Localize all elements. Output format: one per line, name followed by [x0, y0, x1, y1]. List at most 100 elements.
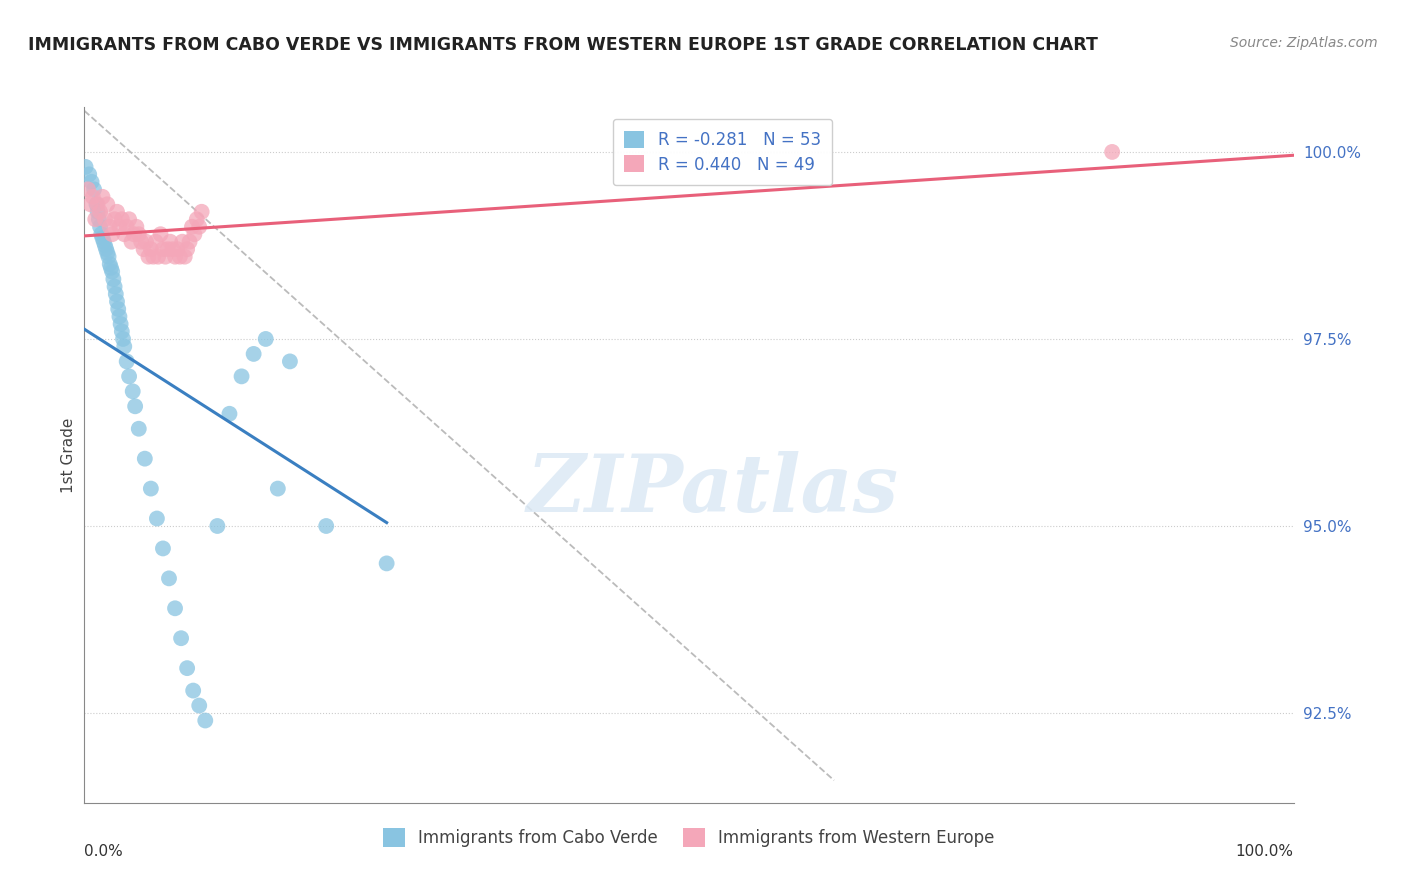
Text: IMMIGRANTS FROM CABO VERDE VS IMMIGRANTS FROM WESTERN EUROPE 1ST GRADE CORRELATI: IMMIGRANTS FROM CABO VERDE VS IMMIGRANTS… — [28, 36, 1098, 54]
Point — [183, 227, 205, 242]
Point — [90, 227, 112, 242]
Point — [207, 519, 229, 533]
Point — [173, 250, 195, 264]
Point — [176, 242, 198, 256]
Point — [242, 347, 264, 361]
Point — [112, 332, 135, 346]
Legend: Immigrants from Cabo Verde, Immigrants from Western Europe: Immigrants from Cabo Verde, Immigrants f… — [374, 819, 1004, 857]
Point — [172, 235, 194, 249]
Point — [194, 714, 217, 728]
Point — [139, 242, 162, 256]
Point — [98, 257, 121, 271]
Point — [170, 631, 193, 645]
Point — [169, 250, 191, 264]
Point — [104, 287, 127, 301]
Point — [267, 482, 290, 496]
Point — [80, 175, 103, 189]
Point — [1101, 145, 1123, 159]
Point — [89, 204, 111, 219]
Point — [176, 661, 198, 675]
Point — [165, 250, 187, 264]
Point — [181, 683, 204, 698]
Point — [91, 231, 114, 245]
Point — [82, 190, 104, 204]
Point — [186, 212, 208, 227]
Text: 0.0%: 0.0% — [84, 844, 124, 859]
Point — [135, 235, 157, 249]
Point — [94, 242, 117, 256]
Point — [142, 250, 165, 264]
Point — [112, 339, 135, 353]
Point — [152, 242, 174, 256]
Point — [93, 235, 115, 249]
Point — [118, 369, 141, 384]
Point — [121, 235, 143, 249]
Point — [139, 482, 162, 496]
Point — [100, 260, 122, 275]
Point — [125, 219, 148, 234]
Point — [254, 332, 277, 346]
Point — [83, 182, 105, 196]
Point — [105, 204, 128, 219]
Point — [159, 235, 181, 249]
Point — [152, 541, 174, 556]
Point — [190, 204, 212, 219]
Point — [149, 227, 172, 242]
Point — [128, 422, 150, 436]
Point — [105, 294, 128, 309]
Point — [124, 399, 146, 413]
Point — [86, 197, 108, 211]
Point — [75, 160, 97, 174]
Point — [77, 182, 100, 196]
Point — [107, 301, 129, 316]
Point — [157, 571, 180, 585]
Point — [278, 354, 301, 368]
Point — [94, 212, 117, 227]
Point — [122, 227, 145, 242]
Point — [103, 272, 125, 286]
Point — [111, 212, 134, 227]
Point — [188, 219, 211, 234]
Point — [86, 197, 108, 211]
Point — [138, 250, 160, 264]
Point — [218, 407, 240, 421]
Point — [146, 250, 169, 264]
Point — [128, 227, 150, 242]
Point — [101, 227, 124, 242]
Point — [231, 369, 253, 384]
Point — [108, 310, 131, 324]
Point — [146, 511, 169, 525]
Point — [104, 212, 127, 227]
Point — [108, 219, 131, 234]
Point — [96, 246, 118, 260]
Point — [101, 265, 124, 279]
Point — [86, 204, 108, 219]
Y-axis label: 1st Grade: 1st Grade — [60, 417, 76, 492]
Point — [121, 384, 143, 399]
Point — [156, 242, 179, 256]
Text: ZIPatlas: ZIPatlas — [527, 451, 900, 528]
Point — [87, 212, 110, 227]
Point — [134, 451, 156, 466]
Point — [104, 279, 127, 293]
Point — [165, 601, 187, 615]
Point — [110, 317, 132, 331]
Point — [84, 212, 107, 227]
Point — [181, 219, 204, 234]
Point — [79, 197, 101, 211]
Point — [188, 698, 211, 713]
Point — [132, 242, 155, 256]
Point — [118, 212, 141, 227]
Point — [96, 197, 118, 211]
Point — [115, 354, 138, 368]
Point — [97, 250, 120, 264]
Point — [179, 235, 201, 249]
Text: Source: ZipAtlas.com: Source: ZipAtlas.com — [1230, 36, 1378, 50]
Point — [315, 519, 337, 533]
Point — [375, 557, 398, 571]
Point — [77, 167, 100, 181]
Point — [112, 227, 135, 242]
Point — [111, 325, 134, 339]
Point — [145, 235, 167, 249]
Point — [162, 242, 184, 256]
